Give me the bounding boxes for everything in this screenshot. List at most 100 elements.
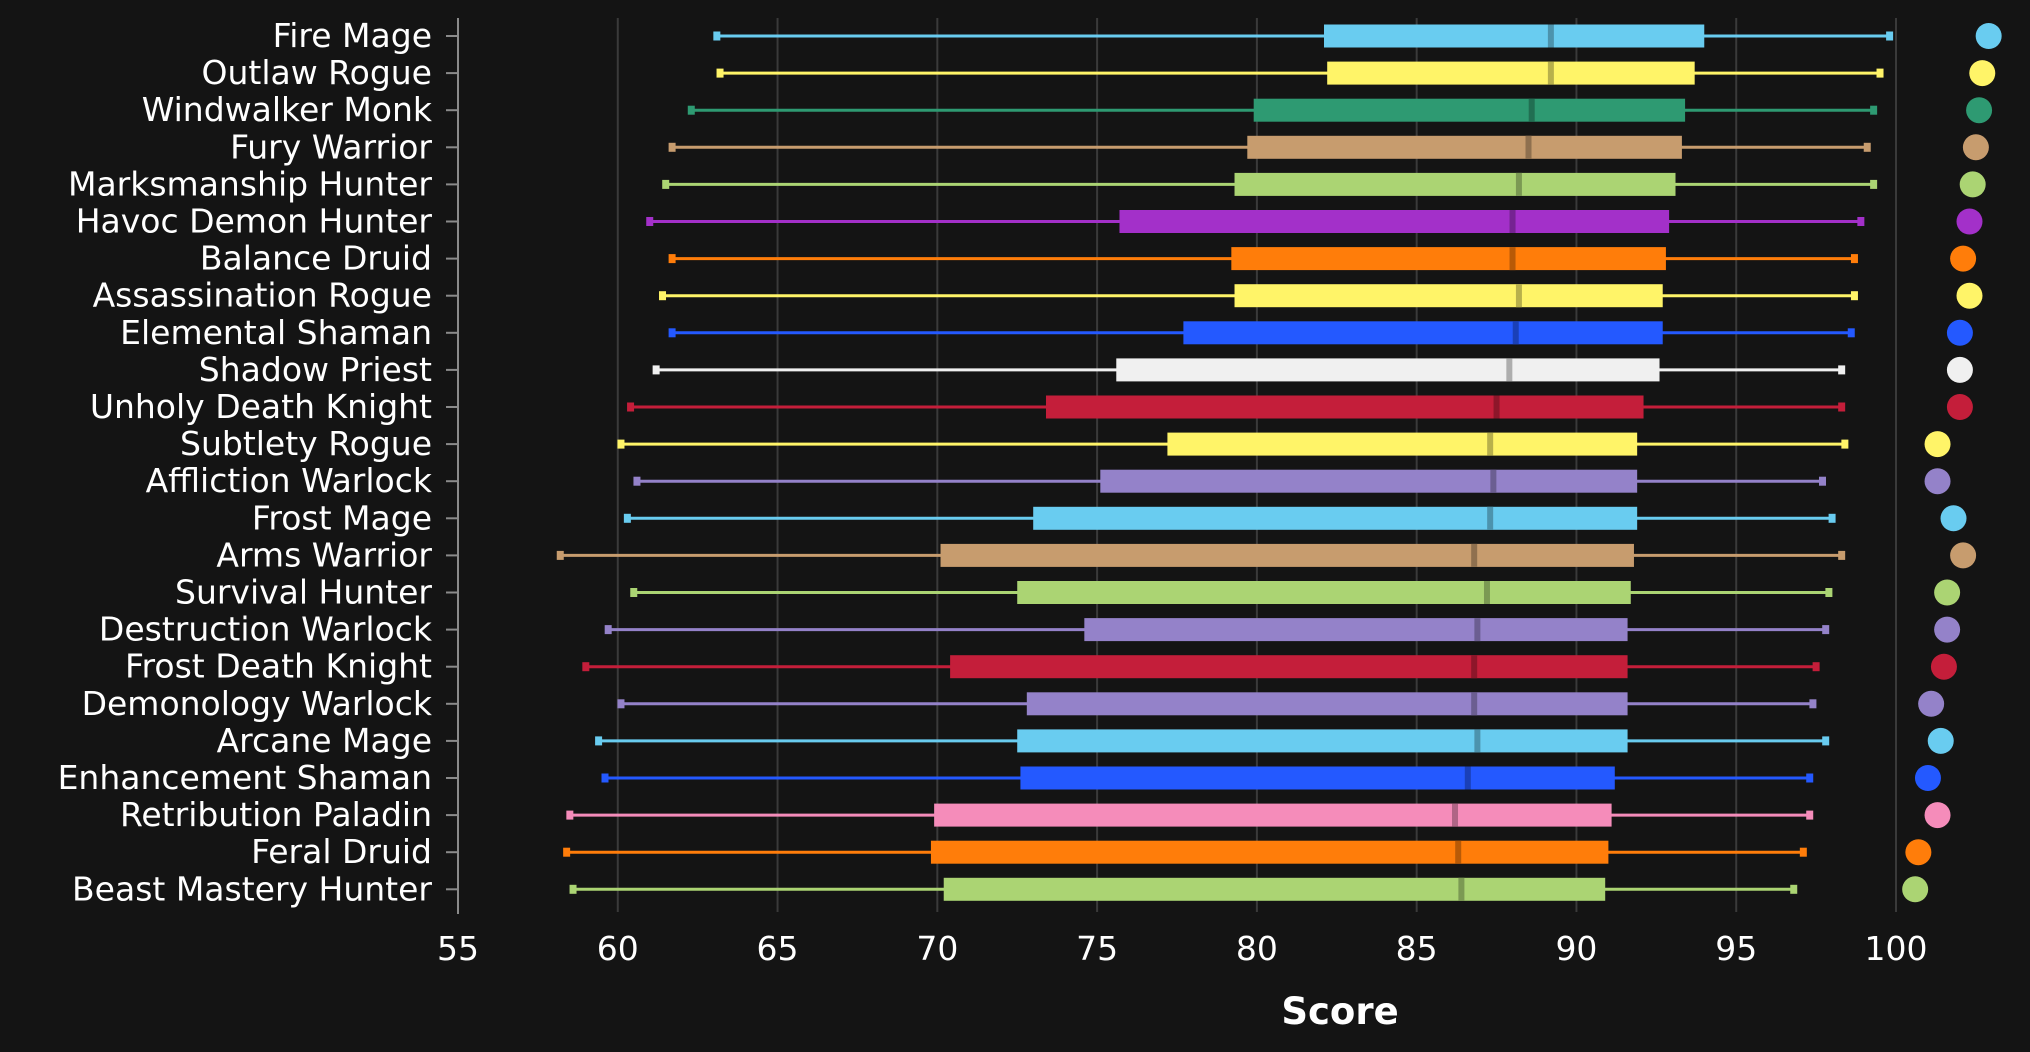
median-mark [1483, 581, 1490, 604]
whisker-min-cap [566, 810, 574, 820]
box-row [604, 616, 1961, 643]
box-row [569, 876, 1929, 903]
whisker-min-cap [601, 773, 609, 783]
median-mark [1506, 358, 1513, 382]
box-row [617, 690, 1945, 717]
whisker-min-cap [662, 179, 670, 189]
box-row [595, 727, 1954, 754]
iqr-box [1327, 61, 1695, 85]
whisker-max-cap [1876, 68, 1884, 78]
x-tick-label: 70 [916, 929, 958, 968]
x-tick-label: 65 [757, 929, 799, 968]
class-color-dot [1950, 542, 1977, 569]
whisker-min-cap [668, 328, 676, 338]
x-tick-label: 85 [1396, 929, 1438, 968]
box-row [716, 60, 1996, 87]
whisker-min-cap [623, 513, 631, 523]
whisker-max-cap [1863, 142, 1871, 152]
box-row [668, 245, 1977, 272]
class-color-dot [1962, 134, 1989, 161]
class-color-dot [1969, 60, 1996, 87]
box-row [668, 319, 1973, 346]
category-label: Affliction Warlock [146, 461, 433, 500]
category-label: Retribution Paladin [120, 795, 432, 834]
median-mark [1452, 803, 1459, 827]
median-mark [1547, 61, 1554, 85]
y-axis [446, 18, 459, 914]
whisker-min-cap [716, 68, 724, 78]
whisker-min-cap [569, 884, 577, 894]
whisker-min-cap [652, 365, 660, 375]
x-tick-labels: 55 60 65 70 75 80 85 90 95 100 [437, 929, 1928, 968]
whisker-max-cap [1806, 810, 1814, 820]
whisker-max-cap [1828, 513, 1836, 523]
whisker-max-cap [1819, 476, 1827, 486]
whisker-max-cap [1847, 328, 1855, 338]
iqr-box [1183, 321, 1663, 345]
iqr-box [1020, 766, 1615, 790]
category-label: Arms Warrior [216, 535, 432, 574]
box-row [659, 282, 1983, 309]
category-label: Elemental Shaman [120, 313, 432, 352]
x-tick-label: 95 [1715, 929, 1757, 968]
class-color-dot [1946, 319, 1973, 346]
category-label: Feral Druid [251, 832, 432, 871]
class-color-dot [1966, 97, 1993, 124]
category-label: Arcane Mage [217, 721, 432, 760]
median-mark [1455, 840, 1462, 864]
median-mark [1525, 135, 1532, 159]
iqr-box [1017, 729, 1628, 753]
median-mark [1487, 432, 1494, 456]
x-tick-label: 55 [437, 929, 479, 968]
box-row [623, 505, 1967, 532]
iqr-box [1033, 506, 1638, 530]
category-label: Fury Warrior [230, 127, 432, 166]
median-mark [1471, 543, 1478, 567]
median-mark [1474, 618, 1481, 642]
whisker-max-cap [1838, 550, 1846, 560]
class-color-dot [1914, 765, 1941, 791]
median-mark [1515, 284, 1522, 308]
category-label: Outlaw Rogue [201, 53, 432, 92]
class-color-dot [1950, 245, 1977, 272]
x-tick-label: 60 [597, 929, 639, 968]
box-row [668, 134, 1989, 161]
box-row [652, 356, 1973, 383]
iqr-box [940, 543, 1634, 567]
median-mark [1471, 655, 1478, 679]
whisker-max-cap [1825, 588, 1833, 597]
class-color-dot [1934, 616, 1961, 643]
box-row [633, 468, 1951, 495]
median-mark [1547, 24, 1554, 48]
x-tick-label: 80 [1236, 929, 1278, 968]
median-mark [1458, 877, 1465, 901]
iqr-box [1100, 469, 1638, 493]
whisker-max-cap [1838, 402, 1846, 412]
box-row [630, 579, 1961, 606]
median-mark [1528, 98, 1535, 122]
whisker-max-cap [1806, 773, 1814, 783]
box-row [646, 208, 1983, 235]
grid-lines [616, 18, 1897, 912]
whisker-max-cap [1886, 31, 1894, 41]
box-row [563, 839, 1932, 866]
class-color-dot [1940, 505, 1967, 532]
class-color-dot [1946, 394, 1973, 420]
class-color-dot [1975, 23, 2002, 49]
box-row [687, 97, 1993, 124]
whisker-max-cap [1799, 847, 1807, 857]
class-color-dot [1924, 468, 1951, 495]
iqr-box [1234, 172, 1676, 196]
whisker-min-cap [627, 402, 635, 412]
category-label: Fire Mage [273, 16, 432, 55]
median-mark [1512, 321, 1519, 345]
whisker-max-cap [1812, 662, 1820, 672]
class-color-dot [1902, 876, 1929, 903]
category-label: Beast Mastery Hunter [72, 869, 432, 908]
category-label: Frost Mage [252, 498, 432, 537]
whisker-min-cap [659, 291, 667, 301]
x-tick-label: 90 [1555, 929, 1597, 968]
class-color-dot [1959, 171, 1986, 198]
